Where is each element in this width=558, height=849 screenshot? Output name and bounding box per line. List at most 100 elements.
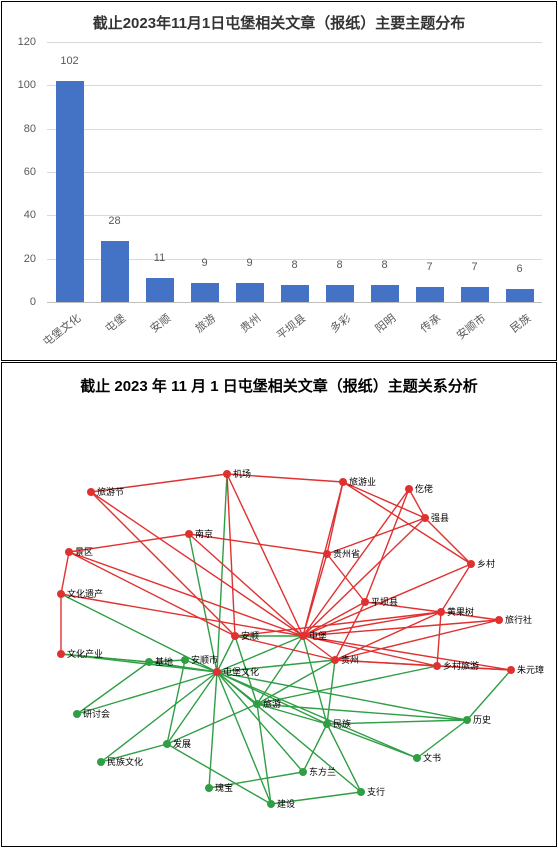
network-edge	[467, 670, 511, 720]
gridline	[47, 85, 542, 86]
network-node-label: 研讨会	[83, 708, 110, 719]
bar	[371, 285, 399, 302]
bar	[281, 285, 309, 302]
network-edge	[343, 482, 425, 518]
bar-value-label: 6	[516, 263, 522, 275]
network-node	[421, 514, 429, 522]
network-node-label: 文化遗产	[67, 588, 103, 599]
network-node	[205, 784, 213, 792]
network-node-label: 贵州省	[333, 548, 360, 559]
network-node-label: 文书	[423, 752, 441, 763]
bar-value-label: 7	[426, 261, 432, 273]
network-node	[433, 662, 441, 670]
network-node-label: 仡佬	[415, 483, 433, 494]
network-edge	[327, 724, 417, 758]
bar-value-label: 11	[154, 252, 165, 264]
gridline	[47, 129, 542, 130]
network-node	[507, 666, 515, 674]
network-node	[357, 788, 365, 796]
network-node	[467, 560, 475, 568]
network-edge	[91, 492, 303, 636]
network-node	[361, 598, 369, 606]
bar	[461, 287, 489, 302]
gridline	[47, 302, 542, 303]
bar	[191, 283, 219, 303]
network-edge	[303, 724, 327, 772]
bar-value-label: 9	[201, 257, 207, 269]
network-node-label: 乡村	[477, 558, 495, 569]
network-node-label: 屯堡	[309, 630, 327, 641]
y-tick-label: 120	[18, 36, 36, 48]
x-tick-label: 贵州	[236, 310, 263, 336]
network-edge	[303, 482, 343, 636]
network-node	[213, 668, 221, 676]
network-node-label: 朱元璋	[517, 664, 544, 675]
network-node	[57, 650, 65, 658]
network-node-label: 民族文化	[107, 756, 143, 767]
network-node	[87, 488, 95, 496]
x-tick-label: 传承	[416, 310, 443, 336]
bar	[416, 287, 444, 302]
bar	[146, 278, 174, 302]
network-node	[437, 608, 445, 616]
y-tick-label: 60	[24, 166, 36, 178]
network-edge	[257, 704, 271, 804]
bar-value-label: 28	[108, 215, 120, 227]
network-node	[57, 590, 65, 598]
network-node-label: 安顺市	[191, 654, 218, 665]
network-panel: 截止 2023 年 11 月 1 日屯堡相关文章（报纸）主题关系分析 屯堡文化屯…	[1, 362, 557, 847]
network-node	[405, 485, 413, 493]
network-edge	[69, 552, 303, 636]
network-node-label: 历史	[473, 714, 491, 725]
network-node-label: 建设	[277, 798, 295, 809]
bar-chart-y-axis: 020406080100120	[2, 42, 42, 302]
bar-chart-plot-area: 102281199888776	[47, 42, 542, 302]
network-node-label: 黄果树	[447, 606, 474, 617]
bar-value-label: 9	[246, 257, 252, 269]
bar	[326, 285, 354, 302]
network-edge	[77, 662, 149, 714]
network-edge	[327, 482, 343, 554]
network-node-label: 旅行社	[505, 614, 532, 625]
network-node	[253, 700, 261, 708]
network-node-label: 民族	[333, 718, 351, 729]
network-node-label: 东方兰	[309, 766, 336, 777]
network-node	[299, 632, 307, 640]
bar-chart-x-axis: 屯堡文化屯堡安顺旅游贵州平坝县多彩阳明传承安顺市民族	[47, 304, 542, 359]
bar-value-label: 8	[381, 259, 387, 271]
network-node-label: 旅游	[263, 698, 281, 709]
network-node	[495, 616, 503, 624]
network-node	[223, 470, 231, 478]
network-node	[231, 632, 239, 640]
network-node	[331, 656, 339, 664]
bar-value-label: 102	[60, 55, 78, 67]
x-tick-label: 安顺市	[452, 310, 488, 343]
network-node-label: 南京	[195, 528, 213, 539]
network-edge	[61, 594, 303, 636]
network-node-label: 景区	[75, 547, 93, 557]
x-tick-label: 民族	[506, 310, 533, 336]
x-tick-label: 多彩	[326, 310, 353, 336]
bar	[101, 241, 129, 302]
network-node	[267, 800, 275, 808]
network-edge	[101, 672, 217, 762]
network-node	[73, 710, 81, 718]
bar-chart-title: 截止2023年11月1日屯堡相关文章（报纸）主要主题分布	[2, 2, 556, 39]
network-edge	[91, 492, 235, 636]
network-node-label: 强县	[431, 513, 449, 523]
bar	[236, 283, 264, 303]
network-node-label: 屯堡文化	[223, 666, 259, 677]
x-tick-label: 屯堡文化	[39, 310, 84, 350]
network-node	[463, 716, 471, 724]
y-tick-label: 80	[24, 123, 36, 135]
network-node-label: 旅游业	[349, 476, 376, 487]
y-tick-label: 40	[24, 209, 36, 221]
network-node	[163, 740, 171, 748]
network-node-label: 文化产业	[67, 648, 103, 659]
network-node	[181, 656, 189, 664]
network-node	[185, 530, 193, 538]
bar-value-label: 7	[471, 261, 477, 273]
network-node	[323, 550, 331, 558]
x-tick-label: 旅游	[191, 310, 218, 336]
network-node-label: 发展	[173, 738, 191, 749]
